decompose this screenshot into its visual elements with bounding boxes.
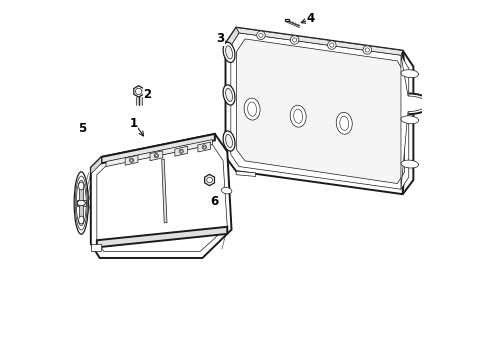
Polygon shape	[91, 134, 232, 258]
Polygon shape	[403, 51, 431, 194]
Ellipse shape	[77, 201, 85, 206]
Polygon shape	[225, 28, 414, 194]
Polygon shape	[77, 200, 86, 206]
Circle shape	[179, 149, 183, 153]
Text: 3: 3	[216, 32, 224, 45]
Polygon shape	[401, 55, 426, 189]
Polygon shape	[236, 28, 403, 55]
Ellipse shape	[290, 105, 306, 127]
Polygon shape	[91, 244, 101, 251]
Polygon shape	[150, 151, 163, 161]
Circle shape	[202, 145, 206, 149]
Ellipse shape	[221, 187, 232, 194]
Text: 6: 6	[211, 195, 219, 208]
Ellipse shape	[401, 160, 418, 168]
Ellipse shape	[225, 134, 232, 148]
Text: 1: 1	[129, 117, 137, 130]
Ellipse shape	[77, 201, 85, 206]
Ellipse shape	[75, 176, 87, 230]
Ellipse shape	[401, 116, 418, 124]
Ellipse shape	[78, 182, 84, 190]
Polygon shape	[134, 86, 144, 97]
Circle shape	[257, 31, 265, 40]
Polygon shape	[97, 227, 227, 247]
Polygon shape	[198, 142, 211, 152]
Ellipse shape	[223, 85, 235, 105]
Polygon shape	[91, 157, 101, 174]
Polygon shape	[97, 145, 227, 252]
Circle shape	[291, 36, 299, 44]
Polygon shape	[236, 171, 256, 176]
Ellipse shape	[74, 172, 88, 234]
Circle shape	[129, 158, 134, 162]
Circle shape	[328, 41, 336, 49]
Polygon shape	[175, 146, 188, 156]
Text: 2: 2	[144, 89, 151, 102]
Ellipse shape	[78, 216, 84, 224]
Polygon shape	[285, 19, 289, 21]
Ellipse shape	[225, 46, 232, 59]
Ellipse shape	[223, 42, 235, 63]
Polygon shape	[237, 39, 405, 184]
Ellipse shape	[225, 88, 232, 102]
Circle shape	[363, 46, 371, 54]
Polygon shape	[231, 33, 409, 189]
Ellipse shape	[76, 180, 86, 226]
Polygon shape	[162, 159, 167, 223]
Ellipse shape	[244, 98, 260, 120]
Polygon shape	[125, 155, 138, 165]
Text: 5: 5	[78, 122, 86, 135]
Ellipse shape	[401, 70, 418, 78]
Ellipse shape	[336, 112, 352, 134]
Ellipse shape	[223, 131, 235, 151]
Polygon shape	[101, 134, 215, 163]
Circle shape	[154, 154, 159, 158]
Text: 4: 4	[306, 12, 315, 25]
Polygon shape	[225, 28, 239, 46]
Polygon shape	[205, 174, 215, 186]
Polygon shape	[106, 140, 212, 167]
Polygon shape	[79, 184, 83, 222]
